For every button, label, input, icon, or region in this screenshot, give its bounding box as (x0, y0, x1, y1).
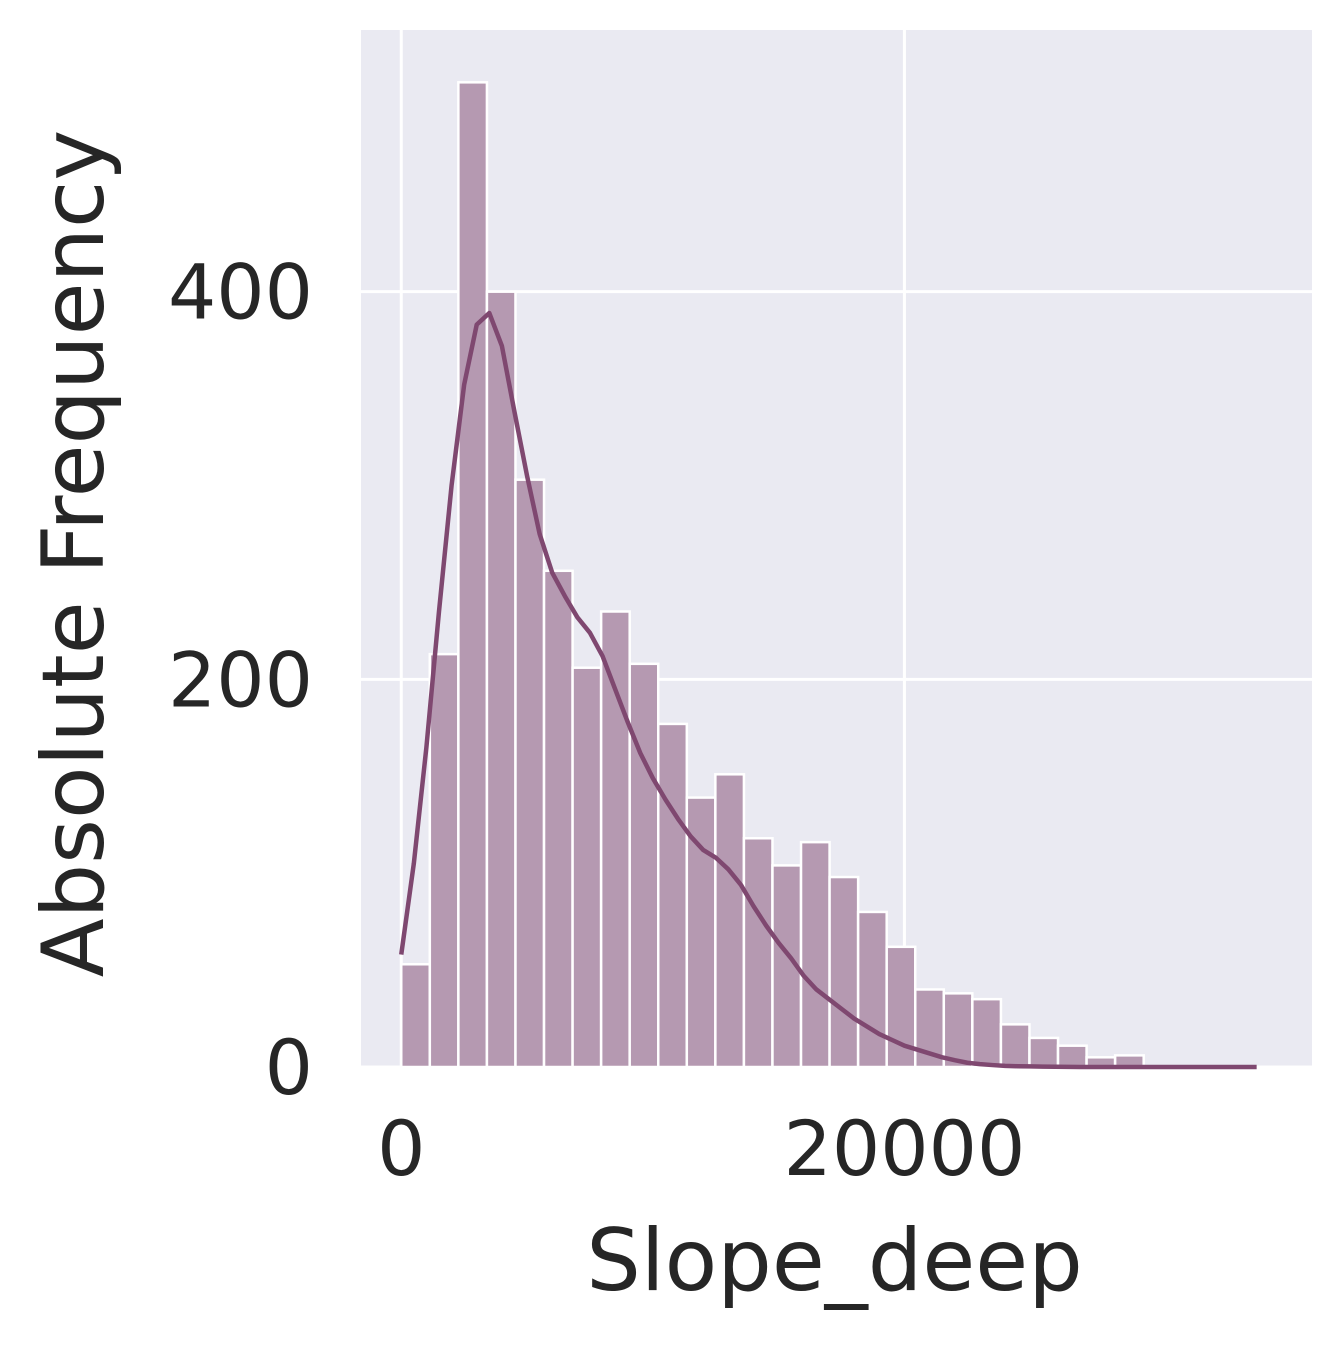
histogram-bar (599, 610, 631, 1069)
histogram-bar (571, 666, 603, 1069)
histogram-bar (685, 796, 717, 1069)
histogram-bar (999, 1023, 1031, 1069)
y-tick-label: 0 (265, 1023, 313, 1112)
histogram-bar (457, 81, 489, 1069)
x-axis-label: Slope_deep (586, 1211, 1083, 1311)
kde-curve (399, 310, 1257, 1070)
y-axis-label: Absolute Frequency (24, 130, 124, 978)
y-tick-label: 200 (168, 635, 313, 724)
histogram-bar (942, 992, 974, 1069)
histogram-bars (400, 81, 1145, 1069)
histogram-bar (542, 569, 574, 1069)
histogram-bar (742, 837, 774, 1069)
histogram-bar (428, 652, 460, 1069)
x-tick-label: 20000 (784, 1104, 1026, 1193)
histogram-bar (971, 997, 1003, 1069)
histogram-bar (799, 840, 831, 1069)
histogram-bar (628, 662, 660, 1069)
x-tick-label: 0 (377, 1104, 425, 1193)
histogram-bar (828, 875, 860, 1069)
y-tick-label: 400 (168, 248, 313, 337)
histogram-bar (856, 910, 888, 1069)
histogram-bar (1056, 1044, 1088, 1069)
histogram-bar (657, 722, 689, 1069)
histogram-bar (400, 963, 432, 1069)
histogram-bar (714, 773, 746, 1069)
tick-labels: 0 200 400 0 20000 (168, 248, 1025, 1193)
histogram-bar (514, 478, 546, 1069)
histogram-bar (485, 290, 517, 1069)
histogram-bar (1028, 1036, 1060, 1069)
